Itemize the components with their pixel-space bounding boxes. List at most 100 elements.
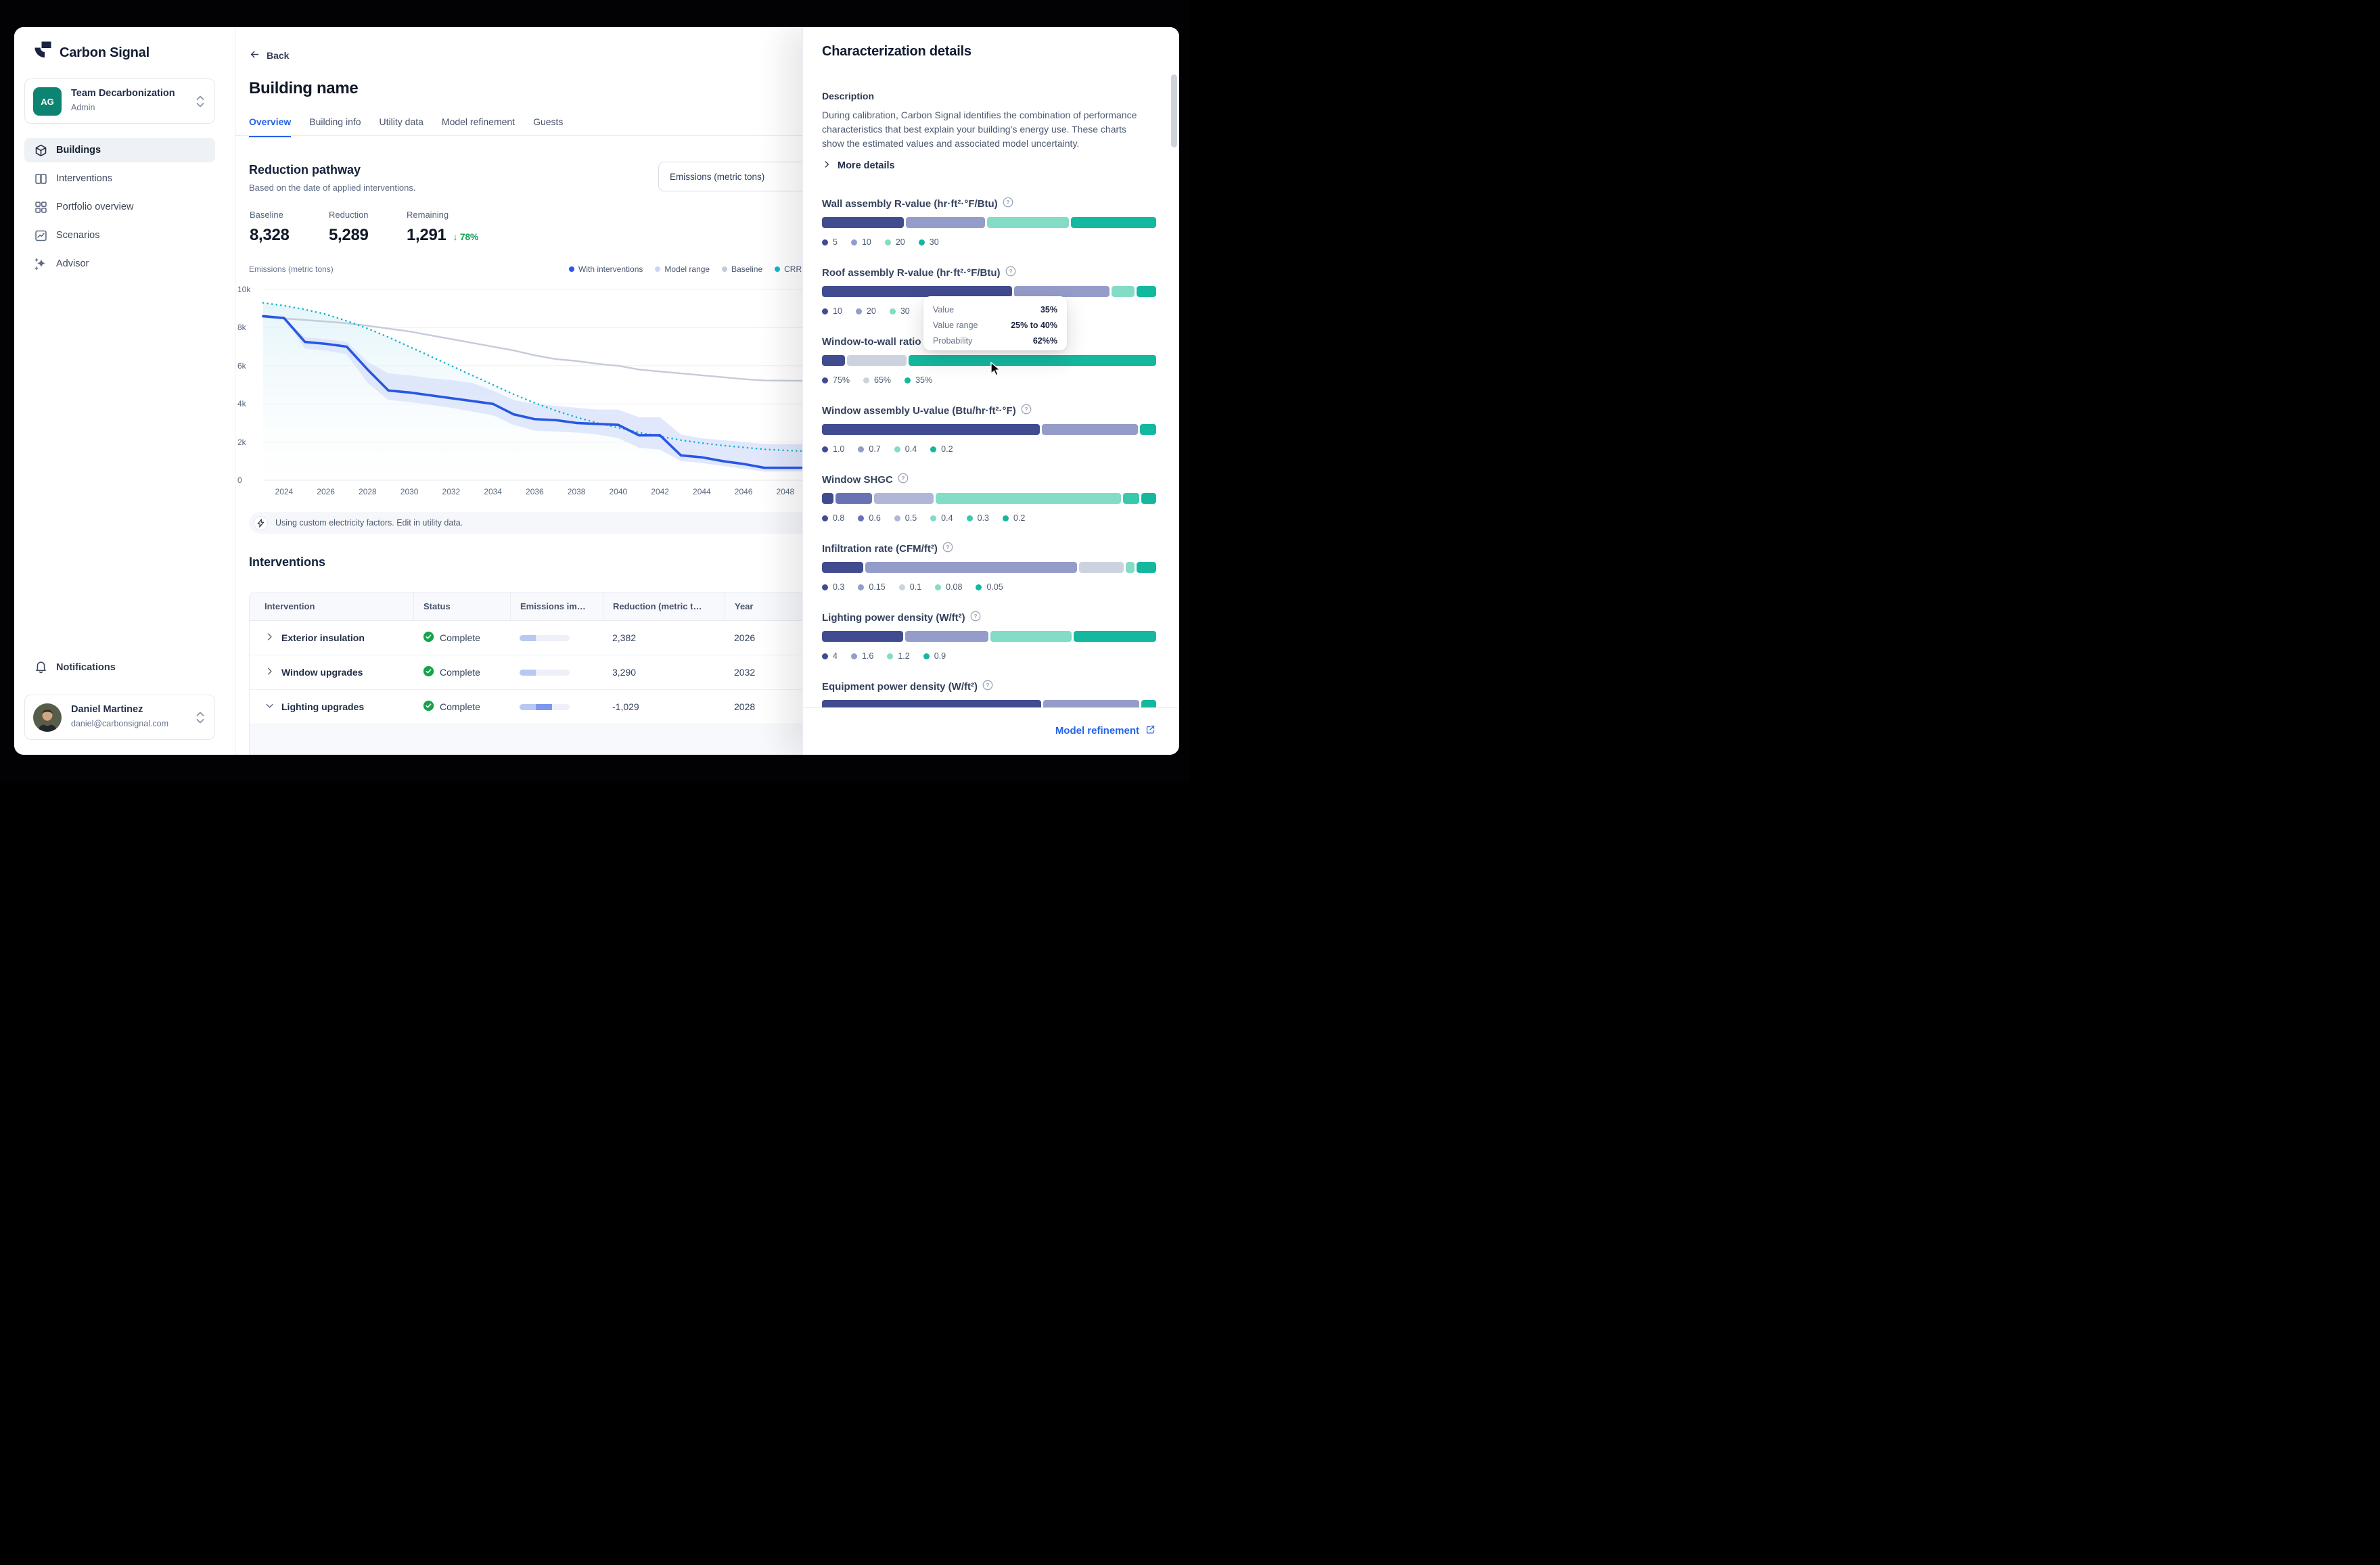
tab-bar: Overview Building info Utility data Model r…: [249, 116, 563, 137]
distribution-bar: [822, 424, 1156, 435]
help-icon[interactable]: ?: [982, 680, 993, 693]
x-tick: 2042: [651, 487, 669, 496]
stat-value: 8,328: [250, 226, 290, 244]
sidebar-item-advisor[interactable]: Advisor: [24, 252, 215, 276]
more-details-toggle[interactable]: More details: [822, 160, 895, 172]
distribution-segment[interactable]: [1014, 286, 1109, 297]
distribution-segment[interactable]: [865, 562, 1077, 573]
distribution-segment[interactable]: [1141, 493, 1156, 504]
legend-item: 65%: [863, 375, 891, 385]
sidebar-item-portfolio-overview[interactable]: Portfolio overview: [24, 195, 215, 219]
legend-item: 0.6: [858, 513, 881, 523]
legend-dot-icon: [822, 584, 828, 590]
column-header: Emissions im…: [510, 592, 603, 620]
svg-text:?: ?: [901, 475, 905, 482]
sidebar-item-interventions[interactable]: Interventions: [24, 166, 215, 191]
distribution-segment[interactable]: [1073, 631, 1156, 642]
distribution-segment[interactable]: [822, 217, 905, 228]
distribution-segment[interactable]: [935, 493, 1121, 504]
section-title-text: Lighting power density (W/ft²): [822, 611, 965, 624]
sidebar-item-buildings[interactable]: Buildings: [24, 138, 215, 162]
characterization-section: Window assembly U-value (Btu/hr·ft²·°F)?…: [822, 404, 1156, 469]
sidebar-item-scenarios[interactable]: Scenarios: [24, 223, 215, 248]
tooltip-label: Value range: [933, 321, 978, 330]
legend-label: 0.7: [869, 444, 881, 454]
distribution-bar: [822, 355, 1156, 366]
distribution-segment[interactable]: [1122, 493, 1140, 504]
model-refinement-link[interactable]: Model refinement: [1055, 724, 1155, 737]
distribution-segment[interactable]: [1139, 424, 1156, 435]
distribution-segment[interactable]: [1136, 562, 1157, 573]
distribution-segment[interactable]: [986, 217, 1069, 228]
legend-item: 0.5: [894, 513, 917, 523]
section-title-text: Wall assembly R-value (hr·ft²·°F/Btu): [822, 197, 998, 210]
tab-model-refinement[interactable]: Model refinement: [441, 116, 516, 127]
help-icon[interactable]: ?: [1003, 197, 1013, 210]
distribution-segment[interactable]: [873, 493, 934, 504]
distribution-segment[interactable]: [822, 286, 1013, 297]
distribution-segment[interactable]: [1111, 286, 1135, 297]
tab-overview[interactable]: Overview: [249, 116, 292, 137]
reduction-cell: -1,029: [612, 701, 639, 712]
help-icon[interactable]: ?: [1021, 404, 1032, 417]
svg-text:?: ?: [986, 682, 989, 688]
legend-dot-icon: [855, 308, 862, 314]
distribution-segment[interactable]: [836, 493, 872, 504]
brand: Carbon Signal: [33, 41, 150, 65]
team-selector[interactable]: AG Team Decarbonization Admin: [24, 78, 215, 124]
distribution-segment[interactable]: [1070, 217, 1156, 228]
x-tick: 2034: [484, 487, 502, 496]
stat-remaining: Remaining 1,291 ↓ 78%: [407, 210, 478, 245]
tooltip-label: Value: [933, 305, 955, 314]
section-title: Wall assembly R-value (hr·ft²·°F/Btu)?: [822, 197, 1156, 210]
emissions-impact-cell: [510, 621, 603, 655]
help-icon[interactable]: ?: [1005, 266, 1016, 279]
distribution-segment[interactable]: [990, 631, 1072, 642]
distribution-segment[interactable]: [906, 217, 985, 228]
distribution-segment[interactable]: [905, 631, 988, 642]
chevron-right-icon[interactable]: [265, 632, 275, 644]
legend-label: 1.6: [861, 651, 874, 661]
tab-building-info[interactable]: Building info: [309, 116, 361, 127]
legend-label: 1.0: [833, 444, 845, 454]
distribution-segment[interactable]: [822, 631, 904, 642]
distribution-segment[interactable]: [822, 562, 864, 573]
distribution-segment[interactable]: [1136, 286, 1157, 297]
legend-item: Baseline: [722, 264, 762, 274]
panel-title: Characterization details: [822, 44, 971, 59]
y-tick: 10k: [237, 285, 251, 294]
column-header: Year: [725, 592, 965, 620]
legend-item: 0.05: [976, 582, 1003, 592]
help-icon[interactable]: ?: [970, 611, 981, 624]
distribution-segment[interactable]: [822, 493, 834, 504]
legend-label: 4: [833, 651, 838, 661]
chevron-down-icon[interactable]: [265, 701, 275, 713]
legend-label: 10: [833, 306, 842, 316]
section-title-text: Infiltration rate (CFM/ft²): [822, 542, 938, 555]
impact-bar-segment: [520, 634, 536, 641]
help-icon[interactable]: ?: [942, 542, 953, 555]
distribution-segment[interactable]: [908, 355, 1156, 366]
legend-dot-icon: [894, 515, 900, 521]
distribution-segment[interactable]: [847, 355, 907, 366]
user-menu[interactable]: Daniel Martinez daniel@carbonsignal.com: [24, 695, 215, 740]
tab-guests[interactable]: Guests: [533, 116, 564, 127]
legend-item: 5: [822, 237, 838, 247]
year-cell: 2032: [734, 667, 756, 678]
legend-dot-icon: [822, 239, 828, 246]
sidebar-item-notifications[interactable]: Notifications: [24, 656, 215, 679]
back-button[interactable]: Back: [249, 49, 289, 62]
tab-utility-data[interactable]: Utility data: [379, 116, 424, 127]
distribution-segment[interactable]: [822, 424, 1040, 435]
distribution-segment[interactable]: [1078, 562, 1124, 573]
chevron-up-down-icon: [196, 710, 205, 728]
legend-label: 20: [895, 237, 905, 247]
help-icon[interactable]: ?: [898, 473, 909, 486]
distribution-segment[interactable]: [1042, 424, 1138, 435]
tooltip-value: 25% to 40%: [1011, 321, 1057, 330]
chevron-right-icon[interactable]: [265, 666, 275, 678]
distribution-segment[interactable]: [1126, 562, 1135, 573]
legend-label: 30: [900, 306, 910, 316]
panel-scrollbar-thumb[interactable]: [1171, 74, 1177, 147]
distribution-segment[interactable]: [822, 355, 846, 366]
